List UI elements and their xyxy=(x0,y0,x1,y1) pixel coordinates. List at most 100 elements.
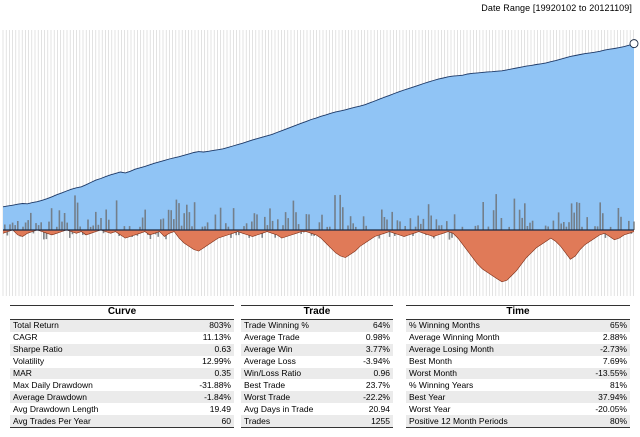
stat-label: Worst Year xyxy=(409,403,451,414)
curve-stats-table: Total Return 803% CAGR 11.13% Sharpe Ratio 0.… xyxy=(10,320,234,428)
trade-bar xyxy=(95,211,97,230)
trade-bar xyxy=(167,209,170,230)
trade-bar xyxy=(477,225,479,230)
trade-bar xyxy=(232,208,235,230)
trade-bar xyxy=(544,225,547,230)
trade-bar xyxy=(321,214,323,230)
trade-bar xyxy=(261,230,263,238)
trade-bar xyxy=(219,207,222,230)
stats-row: % Winning Months 65% xyxy=(406,320,630,332)
trade-bar xyxy=(87,219,89,230)
trade-bar xyxy=(180,225,183,230)
trade-stats-panel: Trade Trade Winning % 64% Average Trade 0.9… xyxy=(241,305,393,429)
trade-bar xyxy=(191,226,193,230)
stat-label: Best Month xyxy=(409,356,452,367)
equity-drawdown-chart xyxy=(2,30,639,296)
trade-bar xyxy=(201,226,204,230)
trade-bar xyxy=(329,226,331,230)
stats-row: Worst Year -20.05% xyxy=(406,403,630,415)
trade-bar xyxy=(326,226,328,230)
trade-bar xyxy=(300,230,302,234)
stat-value: -1.84% xyxy=(168,391,234,404)
trade-bar xyxy=(173,219,175,230)
stat-label: Total Return xyxy=(10,320,169,332)
equity-line xyxy=(2,43,635,208)
stat-label: % Winning Years xyxy=(409,379,474,390)
trade-bar xyxy=(609,226,612,230)
stats-row: Worst Trade -22.2% xyxy=(241,391,393,404)
trade-bar xyxy=(50,208,53,230)
stats-row: Win/Loss Ratio 0.96 xyxy=(241,367,393,380)
trade-bar xyxy=(560,223,562,230)
trade-bar xyxy=(100,218,102,230)
stats-row: Avg Days in Trade 20.94 xyxy=(241,403,393,415)
trade-bar xyxy=(414,226,417,230)
trade-bar xyxy=(251,221,253,230)
stats-row: Average Losing Month -2.73% xyxy=(406,343,630,356)
trade-bar xyxy=(30,212,32,230)
trade-bar xyxy=(581,226,583,230)
trade-bar xyxy=(430,215,432,230)
trade-bar xyxy=(183,213,185,230)
drawdown-area xyxy=(3,230,634,282)
stat-label: Average Drawdown xyxy=(10,391,169,404)
trade-bar xyxy=(225,223,227,230)
curve-stats-title: Curve xyxy=(10,306,234,320)
equity-end-marker xyxy=(629,39,639,49)
trade-bar xyxy=(253,213,256,230)
stat-value: 19.49 xyxy=(209,403,231,414)
stat-value: 0.35 xyxy=(168,367,234,380)
trade-bar xyxy=(206,222,209,230)
curve-stats-panel: Curve Total Return 803% CAGR 11.13% Sharpe R… xyxy=(10,305,234,429)
trade-bar xyxy=(391,211,393,230)
trade-bar xyxy=(396,220,399,230)
trade-bar xyxy=(97,224,100,230)
trade-bar xyxy=(446,221,448,230)
trade-bar xyxy=(388,230,391,237)
trade-bar xyxy=(474,225,477,230)
trade-bar xyxy=(238,230,240,236)
trade-bar xyxy=(193,202,196,230)
trade-bar xyxy=(11,222,14,230)
trade-bar xyxy=(105,209,107,230)
stat-label: Best Year xyxy=(406,391,571,404)
stat-value: 81% xyxy=(609,379,627,390)
trade-bar xyxy=(362,216,365,230)
trade-bar xyxy=(115,200,118,230)
trade-bar xyxy=(318,222,321,230)
stat-value: -20.05% xyxy=(595,403,627,414)
stat-value: -13.55% xyxy=(570,367,630,380)
time-stats-table: % Winning Months 65% Average Winning Month… xyxy=(406,320,630,428)
trade-bar xyxy=(214,214,217,230)
stat-label: MAR xyxy=(10,367,169,380)
trade-bar xyxy=(628,220,630,230)
stat-label: Win/Loss Ratio xyxy=(241,367,347,380)
trade-bar xyxy=(492,210,495,230)
trade-bar xyxy=(123,226,126,230)
trade-bar xyxy=(521,217,523,230)
trade-bar xyxy=(448,230,451,240)
trade-bar xyxy=(508,226,510,230)
stat-label: Max Daily Drawdown xyxy=(13,379,93,390)
trade-bar xyxy=(108,219,110,230)
stat-value: -3.94% xyxy=(363,356,390,367)
trade-bar xyxy=(102,230,105,234)
trade-bar xyxy=(186,204,188,230)
trade-bar xyxy=(27,220,29,230)
trade-bar xyxy=(617,208,620,230)
stats-row: Total Return 803% xyxy=(10,320,234,332)
trade-bar xyxy=(157,230,159,237)
trade-bar xyxy=(461,226,464,230)
trade-bar xyxy=(526,226,529,230)
stat-label: Positive 12 Month Periods xyxy=(406,415,571,428)
date-range-label: Date Range [19920102 to 20121109] xyxy=(481,3,632,13)
stat-value: -31.88% xyxy=(199,379,231,390)
trade-bar xyxy=(578,202,581,230)
trade-bar xyxy=(287,218,289,230)
trade-bar xyxy=(404,226,406,230)
stat-label: Avg Trades Per Year xyxy=(10,415,169,428)
trade-bar xyxy=(518,209,521,230)
trade-bar xyxy=(435,219,438,230)
stat-value: 803% xyxy=(168,320,234,332)
trade-bar xyxy=(347,225,349,230)
